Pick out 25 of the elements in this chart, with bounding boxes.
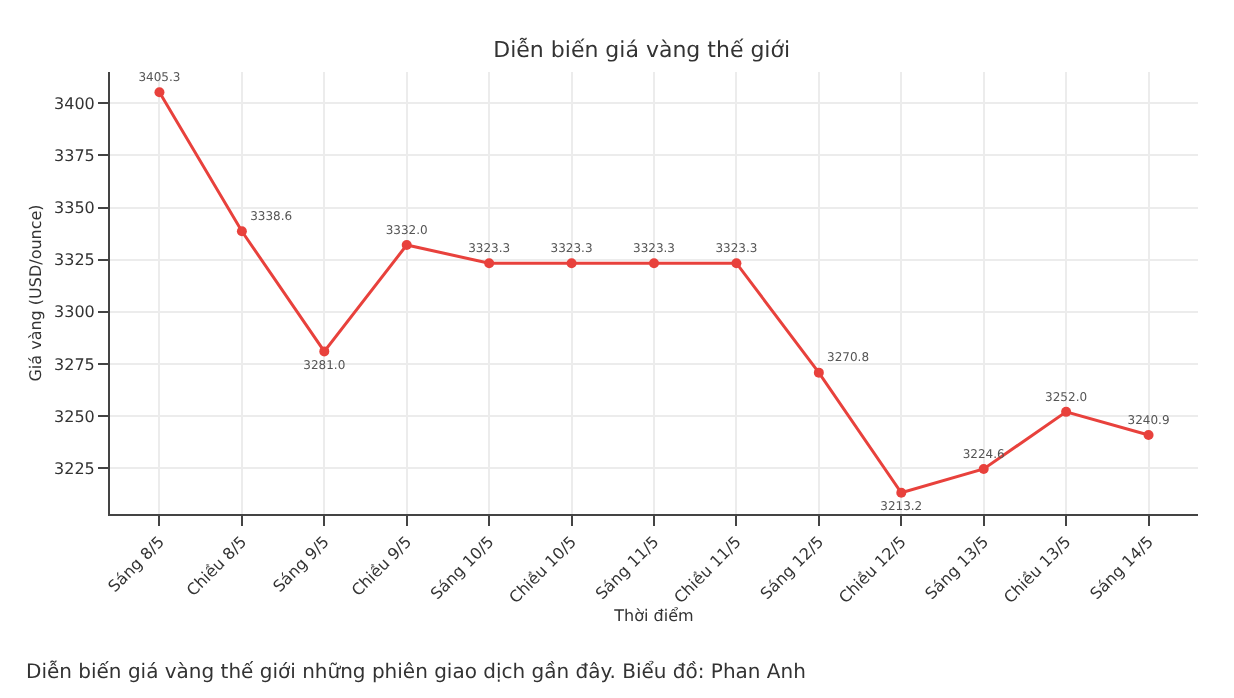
point (484, 258, 495, 269)
point (731, 258, 742, 269)
y-tick-label: 3325 (54, 251, 95, 270)
y-tick-label: 3225 (54, 459, 95, 478)
chart-title: Diễn biến giá vàng thế giới (493, 37, 791, 64)
point (401, 240, 412, 251)
point (813, 367, 824, 378)
point (566, 258, 577, 269)
y-tick-label: 3275 (54, 355, 95, 374)
y-tick-label: 3350 (54, 199, 95, 218)
point (1143, 429, 1154, 440)
point (649, 258, 659, 269)
point (896, 487, 907, 498)
y-tick-label: 3300 (54, 303, 95, 322)
y-axis-title: Giá vàng (USD/ounce) (27, 204, 46, 382)
x-axis-title: Thời điểm (612, 607, 695, 626)
point (319, 346, 330, 357)
y-tick-label: 3375 (54, 147, 95, 165)
point (978, 463, 989, 474)
point (236, 226, 247, 237)
point (154, 87, 165, 98)
text: Diễn biến giá vàng thế giới những phiên giao dịch gần đây. Biểu đồ: Phan Anh (26, 660, 806, 684)
point (1061, 406, 1072, 417)
y-tick-label: 3250 (54, 407, 95, 426)
y-tick-label: 3400 (54, 94, 95, 113)
